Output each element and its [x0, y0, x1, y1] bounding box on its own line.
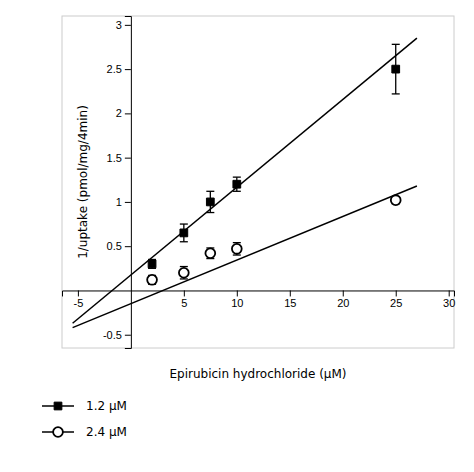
legend-label: 1.2 μM [86, 399, 127, 413]
x-tick: 10 [231, 290, 243, 309]
x-tick-mark [290, 290, 291, 296]
series [148, 44, 400, 268]
x-tick-mark [343, 290, 344, 296]
error-bar [148, 259, 156, 268]
y-tick: -0.5 [103, 329, 131, 341]
point [391, 195, 401, 205]
x-tick: 15 [284, 290, 296, 309]
point [180, 229, 188, 237]
x-tick-label: 15 [284, 297, 296, 309]
legend-entry: 2.4 μM [42, 425, 127, 439]
y-tick-mark [125, 69, 131, 70]
y-tick: 1 [116, 196, 131, 208]
x-axis: -5 5 10 15 20 25 30 [63, 290, 456, 309]
y-tick: 2.5 [107, 63, 131, 75]
error-bar-cap [233, 176, 241, 177]
y-axis-line [125, 17, 132, 349]
x-tick-mark [396, 290, 397, 296]
legend-label: 2.4 μM [86, 425, 127, 439]
error-bar-cap [180, 223, 188, 224]
y-tick-label: 0.5 [107, 240, 122, 252]
y-tick: 1.5 [107, 152, 131, 164]
y-tick-label: 1 [116, 196, 122, 208]
x-tick-label: -5 [74, 297, 84, 309]
x-tick-label: 10 [231, 297, 243, 309]
error-bar [180, 224, 188, 242]
y-tick-label: 2.5 [107, 63, 122, 75]
legend-entry: 1.2 μM [42, 399, 127, 413]
y-axis: -0.5 0.5 1 1.5 2 2.5 3 [103, 17, 131, 349]
x-tick-label: 20 [337, 297, 349, 309]
y-tick-mark [125, 246, 131, 247]
y-tick-mark [125, 335, 131, 336]
error-bar [392, 44, 400, 94]
x-axis-title: Epirubicin hydrochloride (μM) [169, 367, 346, 381]
y-tick: 3 [116, 19, 131, 31]
legend-marker [54, 402, 62, 410]
point [179, 268, 189, 278]
y-tick-label: 3 [116, 19, 122, 31]
point [206, 198, 214, 206]
legend: 1.2 μM 2.4 μM [42, 399, 127, 439]
error-bar-cap [233, 191, 241, 192]
error-bar [206, 248, 214, 259]
point [147, 275, 157, 285]
y-tick-label: 2 [116, 107, 122, 119]
error-bar [233, 243, 241, 255]
point [392, 65, 400, 73]
x-axis-line [63, 291, 455, 297]
x-tick-mark [237, 290, 238, 296]
legend-marker [53, 427, 63, 437]
fit-line [73, 38, 417, 323]
series [147, 195, 400, 284]
error-bar [180, 267, 188, 279]
y-tick-mark [125, 113, 131, 114]
x-tick-mark [184, 290, 185, 296]
chart-svg: -5 5 10 15 20 25 30 -0.5 0.5 1 1.5 2 2.5 3 Epirubicin … [0, 0, 474, 472]
y-tick-mark [125, 158, 131, 159]
fit-line [73, 186, 417, 328]
marks [73, 38, 417, 328]
y-tick-mark [125, 202, 131, 203]
point [232, 244, 242, 254]
error-bar [148, 275, 156, 284]
x-tick-label: 25 [390, 297, 402, 309]
x-tick: 5 [181, 290, 187, 309]
point [148, 260, 156, 268]
error-bar [206, 191, 214, 212]
x-tick-label: 30 [443, 297, 455, 309]
y-tick-label: 1.5 [107, 152, 122, 164]
error-bar-cap [392, 44, 400, 45]
error-bar-cap [206, 212, 214, 213]
chart-container: -5 5 10 15 20 25 30 -0.5 0.5 1 1.5 2 2.5 3 Epirubicin … [0, 0, 474, 472]
y-tick-mark [125, 25, 131, 26]
x-tick: 25 [390, 290, 402, 309]
y-tick: 0.5 [107, 240, 131, 252]
y-axis-title: 1/uptake (pmol/mg/4min) [76, 105, 90, 259]
x-tick: 20 [337, 290, 349, 309]
y-tick-label: -0.5 [103, 329, 122, 341]
error-bar-cap [392, 93, 400, 94]
x-tick-mark [449, 290, 450, 296]
plot-frame [62, 16, 454, 348]
x-tick-label: 5 [181, 297, 187, 309]
x-tick: 30 [443, 290, 455, 309]
plot-area: -5 5 10 15 20 25 30 -0.5 0.5 1 1.5 2 2.5 3 [62, 16, 455, 349]
error-bar-cap [206, 191, 214, 192]
point [205, 248, 215, 258]
x-tick: -5 [74, 290, 84, 309]
point [233, 180, 241, 188]
error-bar-cap [180, 241, 188, 242]
x-tick-mark [78, 290, 79, 296]
error-bar [233, 177, 241, 191]
y-tick: 2 [116, 107, 131, 119]
